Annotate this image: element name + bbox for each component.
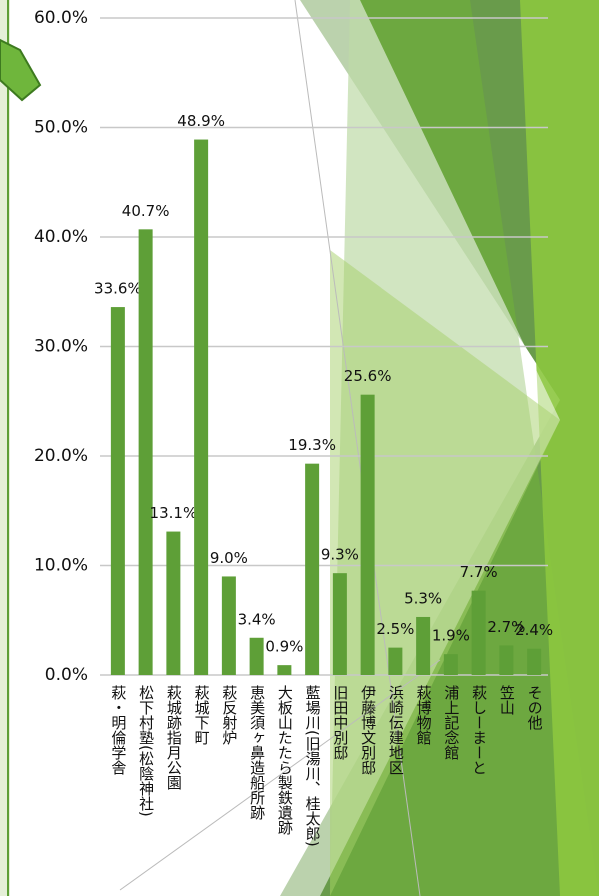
x-tick-label: その他	[526, 685, 544, 731]
bar	[221, 576, 236, 675]
bar	[249, 637, 264, 675]
value-label: 9.3%	[321, 546, 359, 564]
bar	[499, 645, 514, 675]
x-tick-label: 萩・明倫学舎	[109, 685, 127, 775]
value-label: 5.3%	[404, 589, 442, 607]
value-label: 48.9%	[177, 112, 225, 130]
bar	[360, 394, 375, 675]
value-label: 2.7%	[487, 618, 525, 636]
bar	[388, 647, 403, 675]
bar	[305, 463, 320, 675]
bar	[277, 665, 292, 675]
x-tick-label: 恵美須ヶ鼻造船所跡	[248, 685, 266, 821]
x-tick-label: 大板山たたら製鉄遺跡	[276, 685, 294, 836]
y-tick-label: 10.0%	[34, 556, 88, 576]
bar	[471, 590, 486, 675]
y-tick-label: 50.0%	[34, 118, 88, 138]
bar	[527, 648, 542, 675]
x-tick-label: 笠山	[498, 685, 516, 715]
x-tick-label: 浜崎伝建地区	[387, 685, 405, 775]
bar	[194, 139, 209, 676]
bar	[416, 616, 431, 675]
value-label: 2.5%	[376, 620, 414, 638]
value-label: 33.6%	[94, 280, 142, 298]
x-tick-label: 萩博物館	[415, 685, 433, 745]
value-label: 1.9%	[432, 627, 470, 645]
y-tick-label: 0.0%	[45, 665, 88, 685]
value-label: 7.7%	[460, 563, 498, 581]
bar	[443, 654, 458, 675]
x-tick-label: 藍場川(旧湯川、桂太郎)	[304, 685, 322, 847]
value-label: 19.3%	[288, 436, 336, 454]
bar	[166, 531, 181, 675]
value-label: 2.4%	[515, 621, 553, 639]
x-tick-label: 萩しーまーと	[470, 685, 488, 775]
value-label: 40.7%	[122, 202, 170, 220]
x-tick-label: 萩反射炉	[220, 685, 238, 745]
x-tick-label: 萩城下町	[193, 685, 211, 745]
x-tick-label: 松下村塾(松陰神社)	[137, 685, 155, 817]
x-tick-label: 旧田中別邸	[331, 685, 349, 761]
y-tick-label: 40.0%	[34, 227, 88, 247]
value-label: 25.6%	[344, 367, 392, 385]
value-label: 0.9%	[265, 638, 303, 656]
x-tick-label: 浦上記念館	[442, 685, 460, 760]
y-tick-label: 20.0%	[34, 446, 88, 466]
value-label: 3.4%	[238, 610, 276, 628]
bar	[332, 573, 347, 675]
y-tick-label: 30.0%	[34, 337, 88, 357]
y-tick-label: 60.0%	[34, 8, 88, 28]
bar	[138, 229, 153, 675]
bar	[110, 307, 125, 675]
value-label: 9.0%	[210, 549, 248, 567]
value-label: 13.1%	[150, 504, 198, 522]
x-tick-label: 萩城跡指月公園	[165, 685, 183, 790]
x-tick-label: 伊藤博文別邸	[359, 685, 377, 776]
